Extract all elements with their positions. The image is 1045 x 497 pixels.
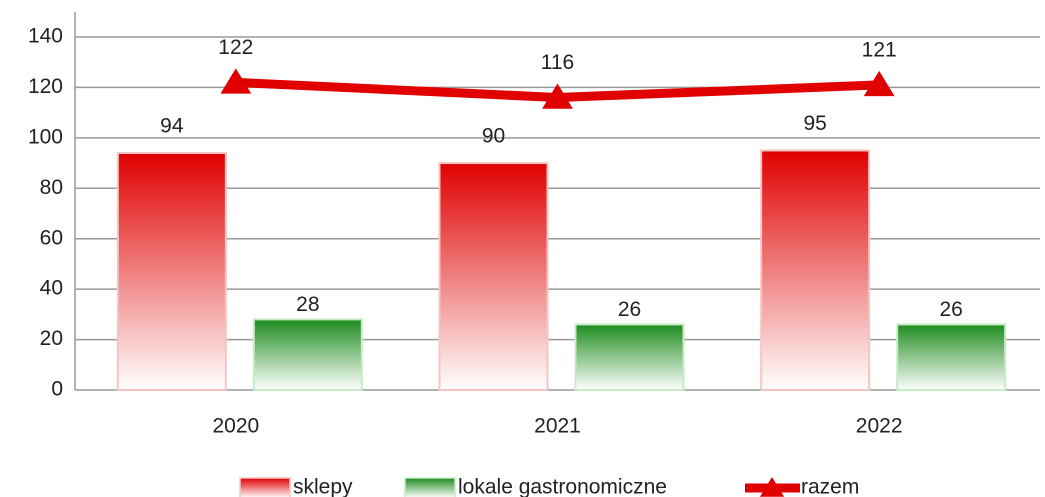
x-tick-label: 2021: [534, 415, 581, 438]
legend-marker: [759, 477, 785, 497]
data-label: 95: [803, 112, 826, 135]
x-tick-label: 2022: [856, 415, 903, 438]
line-marker: [542, 83, 573, 109]
y-tick-label: 40: [40, 277, 63, 300]
data-label: 122: [218, 36, 253, 59]
bar: [760, 149, 871, 391]
data-label: 116: [541, 51, 574, 74]
legend-swatch: [239, 477, 291, 497]
bar: [252, 318, 363, 391]
y-tick-label: 0: [51, 378, 63, 401]
y-tick-label: 20: [40, 327, 63, 350]
data-label: 26: [939, 298, 962, 321]
legend-label: lokale gastronomiczne: [458, 476, 667, 497]
y-tick-label: 100: [28, 125, 63, 148]
legend-swatch: [404, 477, 456, 497]
y-tick-label: 120: [28, 75, 63, 98]
line-marker: [863, 70, 895, 97]
data-label: 26: [618, 298, 641, 321]
y-tick-label: 80: [40, 176, 63, 199]
bar: [896, 323, 1007, 392]
line-marker: [220, 68, 252, 94]
data-label: 121: [862, 38, 897, 61]
y-tick-label: 60: [40, 226, 63, 249]
legend-label: razem: [801, 476, 859, 497]
y-tick-label: 140: [28, 25, 63, 48]
data-label: 90: [482, 125, 505, 148]
bar: [574, 323, 685, 392]
x-tick-label: 2020: [212, 415, 259, 438]
bar: [116, 151, 227, 391]
data-label: 94: [160, 115, 184, 138]
legend-label: sklepy: [293, 476, 353, 497]
bar: [438, 162, 549, 391]
data-label: 28: [296, 293, 319, 316]
